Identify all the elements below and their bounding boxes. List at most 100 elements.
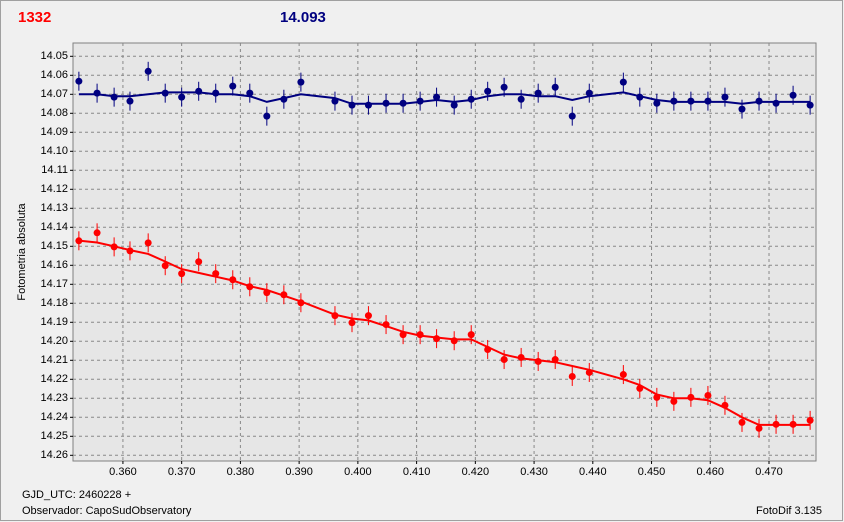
data-point: [416, 331, 424, 339]
data-point: [585, 89, 593, 97]
y-tick-label: 14.24: [40, 411, 68, 423]
data-point: [212, 89, 220, 97]
data-point: [433, 335, 441, 343]
y-tick-label: 14.18: [40, 297, 68, 309]
data-point: [382, 99, 390, 107]
data-point: [534, 89, 542, 97]
data-point: [568, 112, 576, 120]
data-point: [755, 97, 763, 105]
data-point: [75, 77, 83, 85]
data-point: [331, 97, 339, 105]
software: FotoDif 3.135: [756, 505, 822, 517]
data-point: [433, 93, 441, 101]
data-point: [484, 345, 492, 353]
data-point: [789, 91, 797, 99]
x-tick-label: 0.410: [403, 466, 431, 478]
data-point: [195, 258, 203, 266]
x-tick-label: 0.440: [579, 466, 607, 478]
plot-area: [72, 42, 817, 462]
data-point: [585, 368, 593, 376]
data-point: [704, 391, 712, 399]
y-tick-label: 14.25: [40, 430, 68, 442]
data-point: [721, 401, 729, 409]
x-tick-label: 0.380: [227, 466, 255, 478]
data-point: [619, 78, 627, 86]
x-tick-label: 0.450: [638, 466, 666, 478]
data-point: [687, 97, 695, 105]
data-point: [93, 89, 101, 97]
x-tick-label: 0.360: [109, 466, 137, 478]
y-tick-label: 14.07: [40, 88, 68, 100]
data-point: [212, 270, 220, 278]
x-tick-label: 0.370: [168, 466, 196, 478]
data-point: [653, 99, 661, 107]
data-point: [670, 97, 678, 105]
y-tick-label: 14.05: [40, 50, 68, 62]
data-point: [636, 384, 644, 392]
data-point: [500, 356, 508, 364]
x-tick-label: 0.400: [344, 466, 372, 478]
data-point: [653, 393, 661, 401]
y-tick-label: 14.06: [40, 69, 68, 81]
y-tick-label: 14.26: [40, 449, 68, 461]
data-point: [670, 397, 678, 405]
y-tick-label: 14.23: [40, 392, 68, 404]
data-point: [772, 420, 780, 428]
data-point: [263, 112, 271, 120]
data-point: [534, 357, 542, 365]
data-point: [687, 393, 695, 401]
data-point: [399, 99, 407, 107]
data-point: [806, 101, 814, 109]
data-point: [246, 283, 254, 291]
y-tick-label: 14.12: [40, 183, 68, 195]
x-tick-label: 0.420: [462, 466, 490, 478]
data-point: [467, 331, 475, 339]
data-point: [229, 276, 237, 284]
data-point: [755, 424, 763, 432]
data-point: [348, 101, 356, 109]
data-point: [297, 78, 305, 86]
y-tick-label: 14.22: [40, 373, 68, 385]
x-tick-label: 0.470: [755, 466, 783, 478]
data-point: [280, 95, 288, 103]
data-point: [517, 353, 525, 361]
data-point: [161, 89, 169, 97]
data-point: [144, 67, 152, 75]
data-point: [382, 321, 390, 329]
x-tick-label: 0.390: [285, 466, 313, 478]
data-point: [467, 95, 475, 103]
data-point: [364, 312, 372, 320]
y-tick-label: 14.14: [40, 221, 68, 233]
data-point: [738, 418, 746, 426]
data-point: [93, 229, 101, 237]
data-point: [568, 372, 576, 380]
x-tick-label: 0.430: [520, 466, 548, 478]
data-point: [364, 101, 372, 109]
data-point: [75, 237, 83, 245]
y-tick-label: 14.09: [40, 126, 68, 138]
data-point: [551, 83, 559, 91]
chart-title: 1332: [18, 9, 51, 26]
data-point: [789, 420, 797, 428]
data-point: [738, 105, 746, 113]
data-point: [126, 247, 134, 255]
data-point: [551, 356, 559, 364]
data-point: [331, 312, 339, 320]
data-point: [263, 289, 271, 297]
data-point: [704, 97, 712, 105]
data-point: [178, 270, 186, 278]
data-point: [619, 371, 627, 379]
data-point: [110, 243, 118, 251]
data-point: [416, 97, 424, 105]
y-tick-label: 14.16: [40, 259, 68, 271]
data-point: [280, 291, 288, 299]
data-point: [348, 319, 356, 327]
data-point: [229, 82, 237, 90]
data-point: [636, 93, 644, 101]
data-point: [110, 93, 118, 101]
data-point: [500, 83, 508, 91]
observer: Observador: CapoSudObservatory: [22, 505, 192, 517]
data-point: [297, 299, 305, 307]
x-tick-label: 0.460: [697, 466, 725, 478]
x-axis-label: GJD_UTC: 2460228 +: [22, 489, 131, 501]
